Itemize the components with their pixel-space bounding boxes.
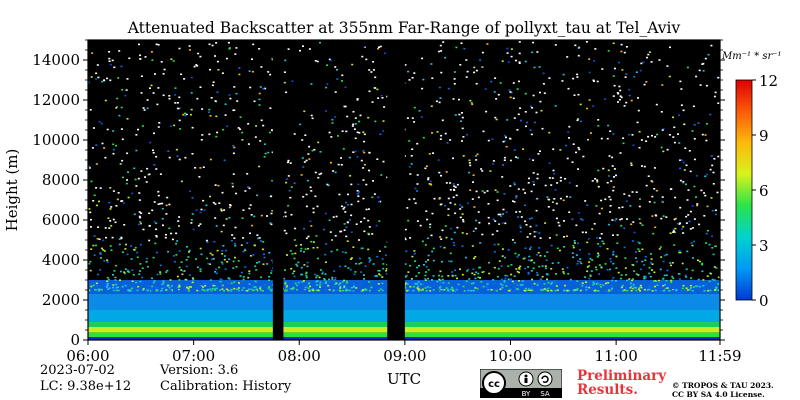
colorbar-axis: 0 3 6 9 12 [752, 72, 778, 310]
y-tick-label: 0 [70, 331, 80, 349]
y-tick-label: 12000 [32, 91, 80, 109]
colorbar-tick-label: 3 [759, 237, 769, 255]
x-tick-label: 10:00 [489, 347, 532, 365]
colorbar-tick-label: 9 [759, 127, 769, 145]
cc-license-badge: cc BY SA [480, 369, 562, 398]
y-axis: 0 2000 4000 6000 8000 10000 12000 14000 [32, 39, 725, 349]
y-tick-label: 10000 [32, 131, 80, 149]
backscatter-heatmap [88, 40, 720, 340]
y-tick-label: 8000 [42, 171, 80, 189]
colorbar [735, 79, 753, 301]
colorbar-tick-label: 6 [759, 182, 769, 200]
colorbar-tick-label: 0 [759, 292, 769, 310]
x-tick-label: 08:00 [278, 347, 321, 365]
preliminary-line2: Results. [577, 382, 638, 398]
sa-share-icon [537, 371, 553, 387]
x-tick-label: 11:00 [595, 347, 638, 365]
lc-text: LC: 9.38e+12 [40, 379, 132, 394]
x-tick-label: 06:00 [66, 347, 109, 365]
sa-label: SA [540, 390, 550, 398]
cc-icon-text: cc [488, 379, 500, 390]
y-axis-label: Height (m) [3, 149, 21, 232]
y-tick-label: 4000 [42, 251, 80, 269]
calibration-text: Calibration: History [160, 379, 292, 394]
colorbar-unit-label: Mm⁻¹ * sr⁻¹ [721, 51, 782, 62]
data-gap [387, 40, 405, 340]
preliminary-line1: Preliminary [577, 368, 667, 384]
data-gap [272, 40, 284, 340]
y-tick-label: 14000 [32, 51, 80, 69]
by-label: BY [522, 390, 531, 398]
chart-title: Attenuated Backscatter at 355nm Far-Rang… [127, 19, 681, 37]
y-tick-label: 6000 [42, 211, 80, 229]
x-tick-label: 07:00 [172, 347, 215, 365]
x-tick-label: 11:59 [698, 347, 741, 365]
x-axis-label: UTC [387, 370, 421, 388]
version-text: Version: 3.6 [160, 363, 239, 378]
x-tick-label: 09:00 [383, 347, 426, 365]
y-tick-label: 2000 [42, 291, 80, 309]
copyright-line2: CC BY SA 4.0 License. [672, 390, 765, 399]
copyright-line1: © TROPOS & TAU 2023. [672, 381, 774, 390]
x-axis: 06:00 07:00 08:00 09:00 10:00 11:00 11:59 [66, 340, 742, 365]
date-text: 2023-07-02 [40, 363, 115, 378]
noise-speckles [88, 41, 720, 292]
cc-icon [482, 371, 506, 395]
colorbar-tick-label: 12 [759, 72, 778, 90]
